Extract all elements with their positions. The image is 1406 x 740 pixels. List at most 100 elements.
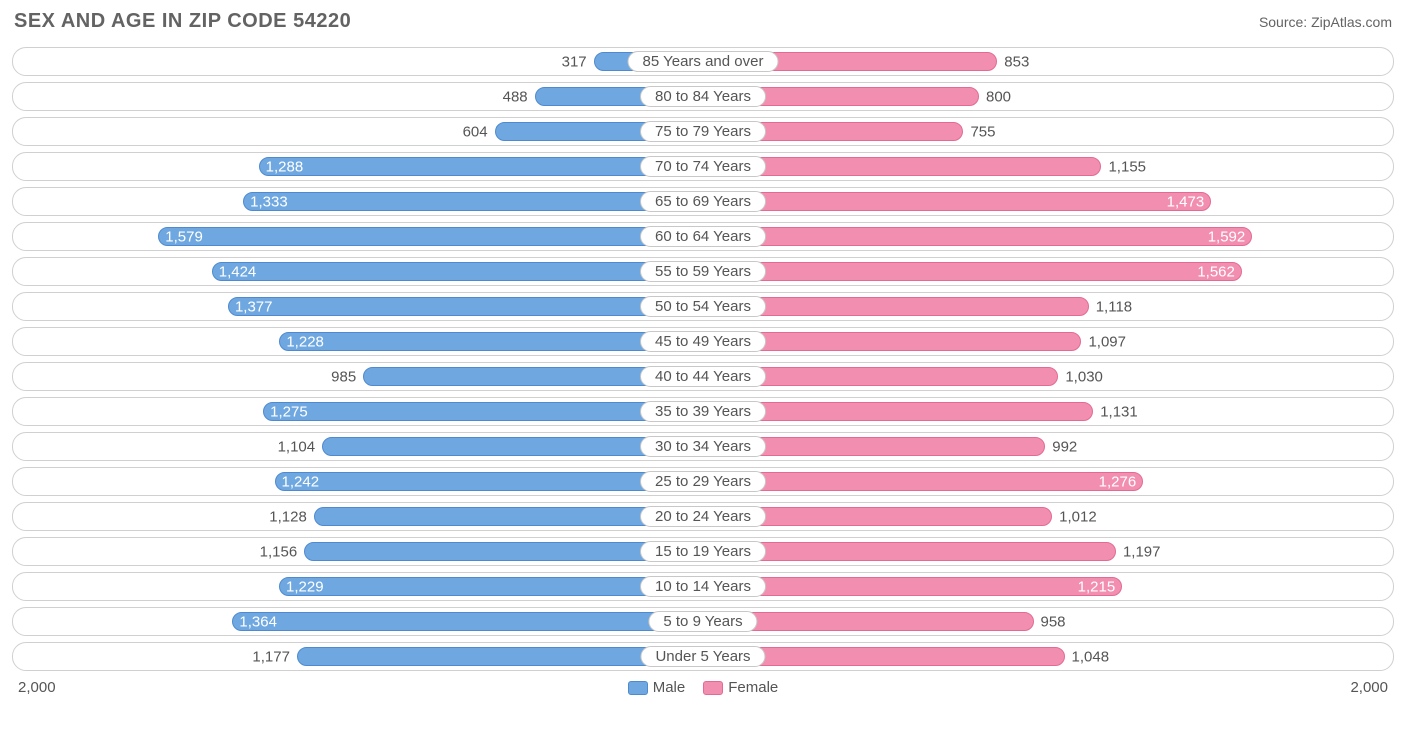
pyramid-row: 1,288 1,155 70 to 74 Years [12, 152, 1394, 181]
female-half: 1,592 [703, 223, 1393, 250]
male-value: 1,275 [270, 403, 308, 420]
male-bar: 1,242 [275, 472, 703, 491]
age-label: 85 Years and over [628, 51, 779, 72]
pyramid-row: 317 853 85 Years and over [12, 47, 1394, 76]
male-half: 1,242 [13, 468, 703, 495]
female-value: 1,562 [1197, 263, 1235, 280]
male-value: 488 [503, 88, 536, 105]
male-bar: 1,275 [263, 402, 703, 421]
male-half: 604 [13, 118, 703, 145]
female-value: 1,276 [1099, 473, 1137, 490]
pyramid-row: 1,5791,59260 to 64 Years [12, 222, 1394, 251]
male-half: 1,424 [13, 258, 703, 285]
axis-max-left: 2,000 [18, 679, 56, 696]
legend-female: Female [703, 679, 778, 696]
male-bar: 1,333 [243, 192, 703, 211]
female-value: 755 [962, 123, 995, 140]
female-half: 1,097 [703, 328, 1393, 355]
female-value: 1,197 [1115, 543, 1161, 560]
male-half: 1,364 [13, 608, 703, 635]
age-label: 35 to 39 Years [640, 401, 766, 422]
male-bar: 1,579 [158, 227, 703, 246]
male-value: 1,364 [239, 613, 277, 630]
chart-source: Source: ZipAtlas.com [1259, 14, 1392, 30]
male-value: 985 [331, 368, 364, 385]
male-value: 1,333 [250, 193, 288, 210]
age-label: 80 to 84 Years [640, 86, 766, 107]
pyramid-row: 1,424 1,562 55 to 59 Years [12, 257, 1394, 286]
female-bar: 1,562 [703, 262, 1242, 281]
female-value: 1,131 [1092, 403, 1138, 420]
age-label: 5 to 9 Years [648, 611, 757, 632]
male-half: 1,275 [13, 398, 703, 425]
male-value: 1,156 [260, 543, 306, 560]
male-half: 1,104 [13, 433, 703, 460]
female-value: 1,048 [1064, 648, 1110, 665]
male-value: 1,104 [278, 438, 324, 455]
age-label: 20 to 24 Years [640, 506, 766, 527]
age-label: 55 to 59 Years [640, 261, 766, 282]
pyramid-row: 1,2281,09745 to 49 Years [12, 327, 1394, 356]
legend-male-label: Male [653, 679, 686, 696]
age-label: 25 to 29 Years [640, 471, 766, 492]
age-label: 75 to 79 Years [640, 121, 766, 142]
male-value: 1,128 [269, 508, 315, 525]
pyramid-row: 9851,03040 to 44 Years [12, 362, 1394, 391]
male-half: 1,128 [13, 503, 703, 530]
female-value: 800 [978, 88, 1011, 105]
female-half: 1,048 [703, 643, 1393, 670]
female-half: 958 [703, 608, 1393, 635]
male-bar: 1,288 [259, 157, 703, 176]
pyramid-row: 1,156 1,197 15 to 19 Years [12, 537, 1394, 566]
male-half: 1,288 [13, 153, 703, 180]
female-half: 1,215 [703, 573, 1393, 600]
male-half: 1,229 [13, 573, 703, 600]
male-value: 604 [463, 123, 496, 140]
male-value: 1,228 [286, 333, 324, 350]
pyramid-row: 1,242 1,276 25 to 29 Years [12, 467, 1394, 496]
male-half: 488 [13, 83, 703, 110]
age-label: 70 to 74 Years [640, 156, 766, 177]
legend: Male Female [628, 679, 779, 696]
chart-header: SEX AND AGE IN ZIP CODE 54220 Source: Zi… [12, 10, 1394, 33]
male-bar: 1,377 [228, 297, 703, 316]
female-half: 1,131 [703, 398, 1393, 425]
female-half: 1,155 [703, 153, 1393, 180]
chart-footer: 2,000 Male Female 2,000 [12, 677, 1394, 696]
male-half: 1,333 [13, 188, 703, 215]
female-value: 1,118 [1088, 298, 1132, 315]
male-bar: 1,364 [232, 612, 703, 631]
age-label: 15 to 19 Years [640, 541, 766, 562]
male-half: 317 [13, 48, 703, 75]
male-half: 1,177 [13, 643, 703, 670]
male-half: 985 [13, 363, 703, 390]
male-value: 1,242 [282, 473, 320, 490]
female-value: 853 [996, 53, 1029, 70]
male-value: 1,579 [165, 228, 203, 245]
male-value: 1,229 [286, 578, 324, 595]
pyramid-row: 1,1771,048Under 5 Years [12, 642, 1394, 671]
male-half: 1,228 [13, 328, 703, 355]
pyramid-row: 1,3771,11850 to 54 Years [12, 292, 1394, 321]
chart-title: SEX AND AGE IN ZIP CODE 54220 [14, 10, 351, 33]
female-bar: 1,473 [703, 192, 1211, 211]
male-value: 1,424 [219, 263, 257, 280]
female-value: 1,473 [1167, 193, 1205, 210]
female-half: 853 [703, 48, 1393, 75]
female-half: 1,197 [703, 538, 1393, 565]
age-label: 65 to 69 Years [640, 191, 766, 212]
pyramid-row: 604 755 75 to 79 Years [12, 117, 1394, 146]
male-half: 1,377 [13, 293, 703, 320]
pyramid-row: 1,10499230 to 34 Years [12, 432, 1394, 461]
pyramid-row: 1,333 1,473 65 to 69 Years [12, 187, 1394, 216]
female-swatch-icon [703, 681, 723, 695]
male-value: 1,288 [266, 158, 304, 175]
female-value: 1,592 [1208, 228, 1246, 245]
age-label: 10 to 14 Years [640, 576, 766, 597]
pyramid-row: 488 800 80 to 84 Years [12, 82, 1394, 111]
female-value: 1,155 [1100, 158, 1146, 175]
male-swatch-icon [628, 681, 648, 695]
female-value: 1,030 [1057, 368, 1103, 385]
age-label: 30 to 34 Years [640, 436, 766, 457]
female-half: 800 [703, 83, 1393, 110]
